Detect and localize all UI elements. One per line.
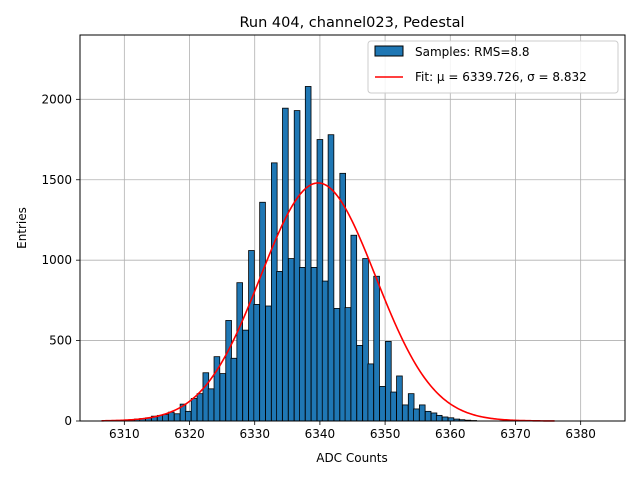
histogram-bar [173, 413, 181, 422]
histogram-bar [435, 414, 443, 422]
y-tick-label: 0 [64, 414, 72, 428]
y-tick-label: 500 [49, 334, 72, 348]
histogram-bar [242, 329, 249, 422]
fit-curve [101, 182, 555, 422]
histogram-bar [356, 345, 363, 422]
histogram-bar [259, 201, 266, 422]
histogram-bar [219, 373, 227, 422]
y-axis-label: Entries [15, 207, 29, 249]
histogram-bar [207, 388, 215, 422]
x-tick-label: 6370 [500, 427, 531, 441]
histogram-bar [184, 410, 192, 422]
y-axis-ticks: 0 500 1000 1500 2000 [41, 92, 80, 428]
histogram-bar [396, 375, 403, 422]
fit-curve-layer [101, 182, 555, 422]
legend-bar-swatch [374, 45, 404, 57]
x-axis-ticks: 6310 6320 6330 6340 6350 6360 6370 6380 [109, 421, 596, 441]
histogram-bar [333, 308, 341, 422]
x-tick-label: 6320 [174, 427, 205, 441]
legend-label-fit: Fit: μ = 6339.726, σ = 8.832 [415, 70, 587, 84]
x-tick-label: 6380 [565, 427, 596, 441]
histogram-bar [367, 363, 375, 422]
histogram-bar [287, 258, 295, 422]
legend-label-samples: Samples: RMS=8.8 [415, 45, 530, 59]
x-axis-label: ADC Counts [316, 451, 388, 465]
histogram-bars [122, 86, 478, 422]
x-tick-label: 6340 [305, 427, 336, 441]
histogram-bar [282, 107, 289, 422]
y-tick-label: 1000 [41, 253, 72, 267]
histogram-bar [390, 391, 397, 422]
histogram-bar [327, 134, 335, 422]
histogram-bar [196, 393, 204, 422]
histogram-bar [265, 305, 272, 422]
histogram-bar [373, 275, 380, 422]
histogram-bar [321, 280, 329, 422]
histogram-bar [162, 414, 169, 422]
histogram-bar [299, 267, 306, 422]
histogram-bar [304, 86, 312, 422]
y-tick-label: 2000 [41, 92, 72, 106]
y-tick-label: 1500 [41, 173, 72, 187]
histogram-bar [413, 408, 420, 422]
histogram-bar [441, 416, 449, 422]
histogram-bar [350, 234, 358, 422]
histogram-bar [190, 398, 198, 422]
histogram-bar [230, 357, 238, 422]
histogram-bar [310, 267, 318, 422]
histogram-bar [253, 303, 260, 422]
histogram-bar [418, 404, 426, 422]
histogram-bar [276, 271, 283, 422]
histogram-bar [379, 386, 386, 422]
legend: Samples: RMS=8.8 Fit: μ = 6339.726, σ = … [367, 40, 619, 94]
chart-title: Run 404, channel023, Pedestal [239, 15, 464, 31]
histogram-bar [236, 282, 243, 422]
x-tick-label: 6360 [435, 427, 466, 441]
x-tick-label: 6350 [370, 427, 401, 441]
x-tick-label: 6330 [239, 427, 270, 441]
axes-frame [79, 34, 626, 422]
legend-box [367, 40, 619, 94]
x-tick-label: 6310 [109, 427, 140, 441]
histogram-bar [402, 404, 409, 422]
histogram-bar [168, 411, 175, 422]
histogram-bar [344, 307, 352, 422]
histogram-bar [424, 410, 432, 422]
